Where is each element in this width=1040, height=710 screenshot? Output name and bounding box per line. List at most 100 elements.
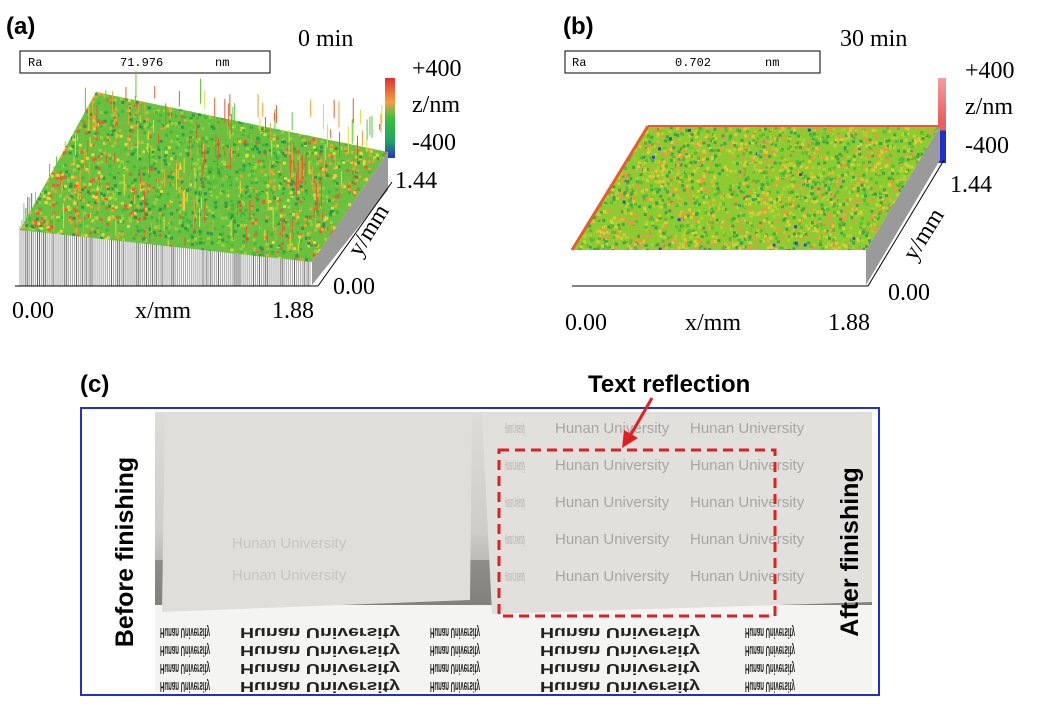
- surface-texture: [95, 177, 98, 180]
- surface-texture: [219, 227, 222, 230]
- surface-texture: [303, 139, 306, 142]
- surface-texture: [190, 119, 193, 122]
- surface-texture: [342, 119, 345, 122]
- surface-texture: [41, 132, 44, 135]
- surface-texture: [95, 166, 98, 169]
- surface-texture: [367, 108, 370, 111]
- surface-texture: [21, 216, 24, 219]
- surface-texture: [585, 191, 588, 194]
- surface-texture: [328, 93, 331, 96]
- surface-texture: [163, 93, 166, 96]
- surface-texture: [271, 98, 274, 101]
- surface-texture: [380, 146, 383, 149]
- surface-texture: [359, 98, 362, 101]
- surface-texture: [577, 128, 580, 131]
- surface-texture: [160, 221, 163, 224]
- surface-texture: [319, 177, 322, 180]
- surface-texture: [202, 242, 205, 245]
- surface-texture: [167, 235, 170, 238]
- surface-texture: [106, 136, 109, 139]
- surface-texture: [94, 216, 97, 219]
- surface-texture: [62, 207, 65, 210]
- surface-texture: [41, 222, 44, 225]
- surface-texture: [613, 236, 616, 239]
- surface-texture: [382, 200, 385, 203]
- surface-texture: [186, 121, 189, 124]
- surface-texture: [172, 172, 175, 175]
- surface-texture: [316, 132, 319, 135]
- surface-texture: [67, 136, 70, 139]
- surface-texture: [886, 127, 889, 130]
- surface-texture: [109, 131, 112, 134]
- surface-texture: [774, 134, 777, 137]
- surface-texture: [72, 115, 75, 118]
- ra-name: Ra: [572, 56, 586, 70]
- surface-texture: [151, 216, 154, 219]
- surface-texture: [355, 105, 358, 108]
- surface-texture: [336, 116, 339, 119]
- surface-texture: [67, 96, 70, 99]
- surface-texture: [48, 157, 51, 160]
- surface-texture: [43, 195, 46, 198]
- surface-texture: [167, 113, 170, 116]
- surface-texture: [140, 202, 143, 205]
- surface-texture: [92, 189, 95, 192]
- surface-texture: [46, 126, 49, 129]
- surface-texture: [109, 99, 112, 102]
- surface-texture: [329, 177, 332, 180]
- surface-texture: [260, 169, 263, 172]
- surface-texture: [374, 121, 377, 124]
- surface-texture: [267, 106, 270, 109]
- surface-texture: [55, 110, 58, 113]
- surface-texture: [782, 187, 785, 190]
- surface-texture: [127, 210, 130, 213]
- surface-texture: [168, 162, 171, 165]
- surface-texture: [652, 175, 655, 178]
- surface-texture: [774, 162, 777, 165]
- surface-texture: [258, 172, 261, 175]
- surface-texture: [199, 99, 202, 102]
- surface-texture: [54, 102, 57, 105]
- surface-texture: [374, 158, 377, 161]
- surface-texture: [113, 112, 116, 115]
- surface-texture: [342, 106, 345, 109]
- surface-texture: [232, 91, 235, 94]
- surface-texture: [238, 140, 241, 143]
- surface-texture: [219, 112, 222, 115]
- surface-texture: [209, 116, 212, 119]
- surface-texture: [189, 103, 192, 106]
- surface-texture: [49, 146, 52, 149]
- x-axis-min: 0.00: [12, 298, 54, 324]
- surface-texture: [159, 90, 162, 93]
- surface-texture: [671, 216, 674, 219]
- surface-texture: [940, 236, 943, 239]
- surface-texture: [33, 123, 36, 126]
- surface-texture: [575, 205, 578, 208]
- surface-texture: [351, 114, 354, 117]
- surface-texture: [221, 96, 224, 99]
- surface-texture: [194, 238, 197, 241]
- surface-texture: [300, 194, 303, 197]
- surface-texture: [634, 192, 637, 195]
- surface-texture: [244, 140, 247, 143]
- surface-texture: [293, 192, 296, 195]
- surface-texture: [254, 90, 257, 93]
- surface-texture: [192, 114, 195, 117]
- surface-texture: [181, 126, 184, 129]
- surface-texture: [219, 174, 222, 177]
- surface-texture: [661, 225, 664, 228]
- surface-texture: [276, 101, 279, 104]
- surface-texture: [317, 120, 320, 123]
- surface-texture: [383, 261, 386, 264]
- surface-texture: [35, 209, 38, 212]
- surface-texture: [279, 199, 282, 202]
- surface-texture: [81, 206, 84, 209]
- surface-texture: [606, 216, 609, 219]
- surface-texture: [732, 141, 735, 144]
- surface-texture: [157, 100, 160, 103]
- surface-texture: [135, 225, 138, 228]
- surface-texture: [221, 239, 224, 242]
- surface-texture: [582, 252, 585, 255]
- surface-texture: [63, 110, 66, 113]
- surface-texture: [69, 152, 72, 155]
